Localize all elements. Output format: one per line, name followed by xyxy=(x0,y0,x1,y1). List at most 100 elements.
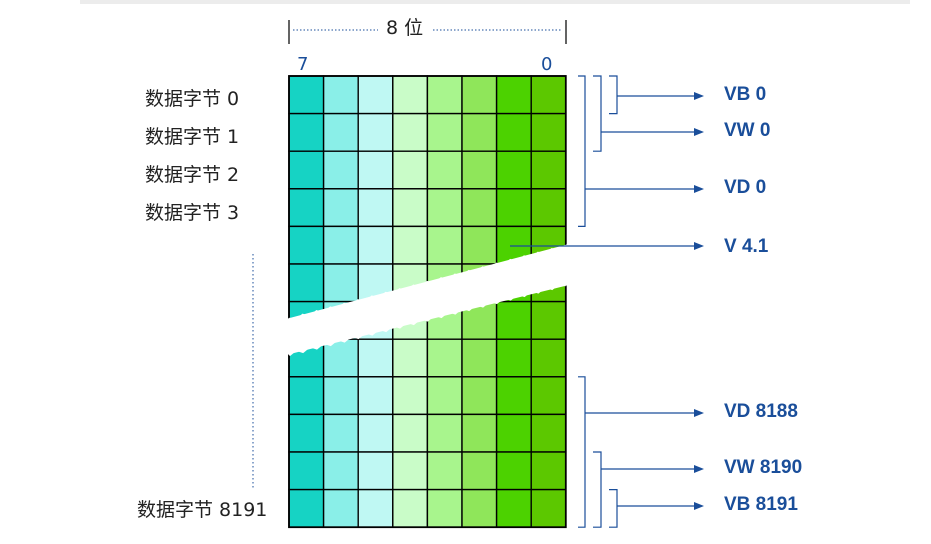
grid-cell xyxy=(357,188,394,228)
grid-cell xyxy=(288,225,325,265)
grid-cell xyxy=(392,376,429,416)
grid-cell xyxy=(530,376,567,416)
grid-cell xyxy=(461,488,498,528)
grid-cell xyxy=(530,300,567,340)
grid-cell xyxy=(322,263,359,303)
grid-cell xyxy=(392,451,429,491)
grid-cell xyxy=(392,150,429,190)
grid-cell xyxy=(322,112,359,152)
arrow-vw0-head xyxy=(694,128,704,136)
grid-cell xyxy=(426,376,463,416)
address-vw0: VW 0 xyxy=(724,120,771,141)
grid-cell xyxy=(322,150,359,190)
lsb-label: 0 xyxy=(541,54,553,75)
bracket-vb8191 xyxy=(609,489,618,528)
memory-grid xyxy=(288,75,567,529)
arrow-vd0-head xyxy=(694,185,704,193)
grid-cell xyxy=(357,225,394,265)
grid-cell xyxy=(495,413,532,453)
arrow-vw8190-head xyxy=(694,465,704,473)
bracket-vw8190 xyxy=(593,451,602,528)
address-vd8188: VD 8188 xyxy=(724,401,798,422)
byte-label-1: 数据字节 1 xyxy=(145,126,240,148)
address-vb8191: VB 8191 xyxy=(724,494,798,515)
grid-cell xyxy=(322,188,359,228)
grid-cell xyxy=(461,188,498,228)
grid-cell xyxy=(495,75,532,115)
grid-cell xyxy=(392,338,429,378)
grid-cell xyxy=(495,112,532,152)
tear-edge xyxy=(566,244,573,285)
grid-cell xyxy=(461,413,498,453)
grid-cell xyxy=(426,75,463,115)
address-v4-1: V 4.1 xyxy=(724,236,769,257)
grid-cell xyxy=(392,488,429,528)
grid-cell xyxy=(357,150,394,190)
grid-cell xyxy=(357,376,394,416)
grid-cell xyxy=(461,338,498,378)
grid-cell xyxy=(392,112,429,152)
grid-cell xyxy=(322,225,359,265)
byte-label-8191: 数据字节 8191 xyxy=(137,499,268,521)
address-vw8190: VW 8190 xyxy=(724,457,803,478)
grid-cell xyxy=(461,150,498,190)
msb-label: 7 xyxy=(297,54,309,75)
byte-label-2: 数据字节 2 xyxy=(145,164,240,186)
arrow-v4-1-head xyxy=(694,242,704,250)
grid-cell xyxy=(288,376,325,416)
grid-cell xyxy=(392,75,429,115)
arrow-vb0-head xyxy=(694,92,704,100)
bracket-vd8188 xyxy=(578,376,586,528)
arrows xyxy=(510,92,704,510)
grid-cell xyxy=(392,225,429,265)
grid-cell xyxy=(392,188,429,228)
grid-cell xyxy=(495,300,532,340)
grid-cell xyxy=(495,488,532,528)
top-border xyxy=(80,0,910,4)
grid-cell xyxy=(392,413,429,453)
grid-cell xyxy=(322,376,359,416)
tear-upper-edge xyxy=(288,244,567,323)
grid-cell xyxy=(530,188,567,228)
grid-cell xyxy=(288,263,325,303)
address-vb0: VB 0 xyxy=(724,84,767,105)
grid-cell xyxy=(461,451,498,491)
grid-cell xyxy=(461,376,498,416)
tear-band xyxy=(286,244,569,355)
grid-cell xyxy=(288,150,325,190)
bracket-vw0 xyxy=(593,75,602,152)
grid-cell xyxy=(322,413,359,453)
tear-lower-edge xyxy=(288,281,567,357)
grid-cell xyxy=(322,451,359,491)
grid-cell xyxy=(530,488,567,528)
grid-cell xyxy=(357,451,394,491)
byte-label-0: 数据字节 0 xyxy=(145,88,240,110)
grid-cell xyxy=(461,112,498,152)
grid-cell xyxy=(322,488,359,528)
byte-label-3: 数据字节 3 xyxy=(145,202,240,224)
grid-cell xyxy=(530,338,567,378)
grid-cell xyxy=(495,150,532,190)
grid-outline xyxy=(288,75,567,529)
grid-cell xyxy=(288,488,325,528)
grid-cell xyxy=(461,225,498,265)
grid-cell xyxy=(530,112,567,152)
grid-cell xyxy=(426,112,463,152)
bracket-vd0 xyxy=(578,75,586,227)
grid-cell xyxy=(530,150,567,190)
grid-cell xyxy=(495,188,532,228)
tear-gap xyxy=(252,244,573,488)
grid-cell xyxy=(530,413,567,453)
grid-cell xyxy=(322,75,359,115)
grid-cell xyxy=(288,75,325,115)
grid-cell xyxy=(426,451,463,491)
grid-cell xyxy=(426,338,463,378)
arrow-vb8191-head xyxy=(694,502,704,510)
grid-cell xyxy=(495,451,532,491)
grid-cell xyxy=(357,112,394,152)
grid-cell xyxy=(357,338,394,378)
grid-cell xyxy=(288,112,325,152)
grid-cell xyxy=(357,75,394,115)
arrow-vd8188-head xyxy=(694,409,704,417)
